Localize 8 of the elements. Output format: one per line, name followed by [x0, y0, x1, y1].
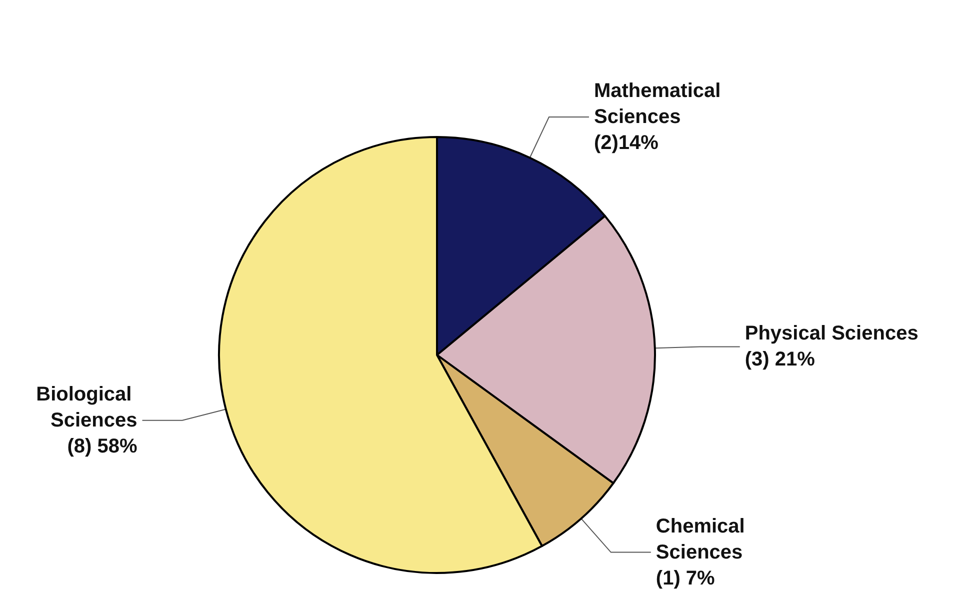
- data-label: (2)14%: [594, 132, 659, 154]
- slice-label: Physical Sciences: [744, 322, 918, 345]
- slice-label: Biological Sciences: [36, 383, 138, 432]
- data-label: (8) 58%: [67, 435, 138, 458]
- data-label: (1) 7%: [656, 567, 716, 590]
- slice-label: Chemical Sciences: [656, 515, 750, 564]
- slice-label: Mathematical Sciences: [594, 80, 726, 128]
- data-label: (3) 21%: [744, 348, 816, 371]
